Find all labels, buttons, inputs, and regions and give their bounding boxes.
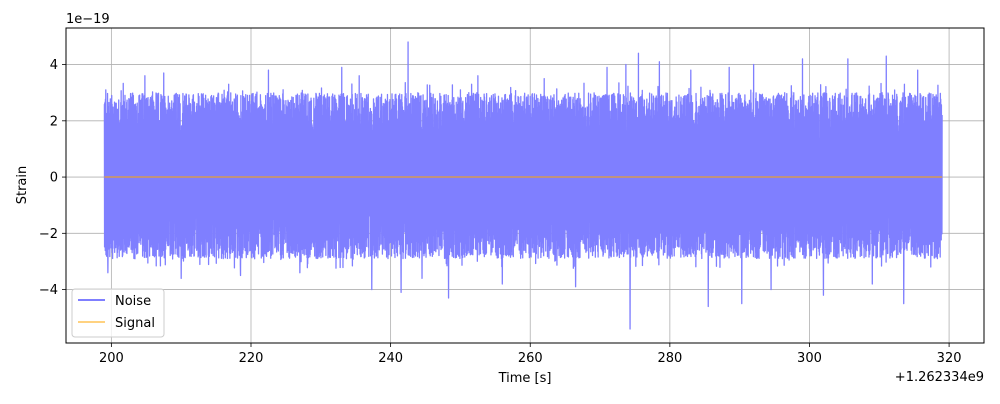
plot-frame — [65, 27, 985, 344]
legend: Noise Signal — [71, 288, 165, 338]
legend-signal-label: Signal — [115, 316, 155, 331]
x-tick-label: 280 — [657, 351, 682, 366]
x-tick-label: 220 — [239, 351, 264, 366]
y-tick-label: 4 — [50, 58, 58, 73]
x-axis-offset-label: +1.262334e9 — [895, 370, 984, 385]
y-axis-ticks: −4 −2 0 2 4 — [39, 58, 66, 298]
x-tick-label: 200 — [99, 351, 124, 366]
x-axis-ticks: 200 220 240 260 280 300 320 — [99, 343, 962, 366]
noise-line — [103, 41, 943, 330]
x-tick-label: 320 — [937, 351, 962, 366]
noise-series — [103, 41, 943, 330]
y-tick-label: 0 — [50, 171, 58, 186]
y-tick-label: −4 — [39, 283, 58, 298]
x-tick-label: 260 — [518, 351, 543, 366]
y-axis-label: Strain — [15, 166, 30, 205]
legend-noise-label: Noise — [115, 294, 151, 309]
x-axis-label: Time [s] — [498, 371, 552, 386]
y-tick-label: −2 — [39, 227, 58, 242]
x-tick-label: 240 — [378, 351, 403, 366]
x-tick-label: 300 — [797, 351, 822, 366]
y-axis-exponent-label: 1e−19 — [66, 12, 110, 27]
y-tick-label: 2 — [50, 114, 58, 129]
